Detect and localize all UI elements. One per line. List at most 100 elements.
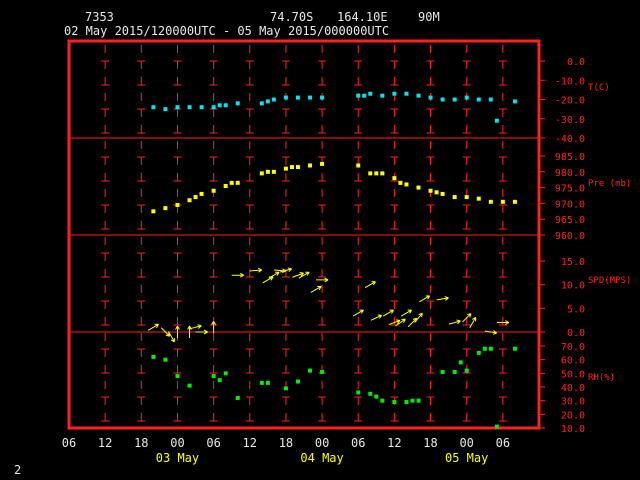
data-point	[458, 360, 463, 365]
data-point	[452, 369, 457, 374]
data-point	[163, 357, 168, 362]
wind-arrow	[370, 314, 383, 321]
data-point	[151, 105, 156, 110]
wind-arrow	[292, 272, 304, 278]
y-tick-label: 970.0	[555, 199, 585, 210]
station-id: 7353	[85, 10, 114, 24]
data-point	[488, 346, 493, 351]
station-lon: 164.10E	[337, 10, 388, 24]
y-tick-label: -30.0	[555, 115, 585, 126]
wind-arrow	[249, 267, 263, 273]
y-tick-label: 0.0	[567, 328, 585, 339]
data-point	[193, 195, 198, 200]
date-label: 05 May	[445, 451, 488, 465]
y-tick-label: 10.0	[561, 424, 585, 435]
wind-arrow	[310, 285, 322, 293]
wind-arrow	[189, 324, 202, 330]
data-point	[223, 103, 228, 108]
wind-arrow	[298, 271, 310, 279]
data-point	[392, 176, 397, 181]
data-point	[283, 386, 288, 391]
data-point	[434, 190, 439, 195]
data-point	[223, 371, 228, 376]
data-point	[151, 354, 156, 359]
data-point	[410, 398, 415, 403]
data-point	[320, 95, 325, 100]
y-tick-label: 60.0	[561, 356, 585, 367]
wind-arrow	[352, 309, 364, 317]
data-point	[476, 196, 481, 201]
wind-arrow	[231, 272, 244, 278]
x-tick-label: 18	[423, 436, 437, 450]
data-point	[217, 103, 222, 108]
x-tick-label: 00	[315, 436, 329, 450]
data-point	[199, 191, 204, 196]
panel-label: Pre (mb)	[588, 179, 631, 189]
data-point	[416, 398, 421, 403]
data-point	[289, 165, 294, 170]
x-tick-label: 06	[62, 436, 76, 450]
wind-arrow	[400, 309, 413, 317]
y-tick-label: 0.0	[567, 57, 585, 68]
data-point	[259, 171, 264, 176]
data-point	[235, 395, 240, 400]
wind-arrow	[469, 316, 477, 328]
wind-arrow	[160, 327, 171, 337]
data-point	[488, 199, 493, 204]
data-point	[211, 188, 216, 193]
data-point	[265, 380, 270, 385]
wind-arrow	[407, 317, 418, 328]
wind-arrow	[436, 296, 449, 301]
data-point	[464, 95, 469, 100]
data-point	[265, 99, 270, 104]
data-point	[295, 165, 300, 170]
data-point	[452, 97, 457, 102]
date-label: 03 May	[156, 451, 199, 465]
data-point	[308, 368, 313, 373]
wind-arrow	[175, 325, 180, 338]
data-point	[235, 180, 240, 185]
data-point	[512, 346, 517, 351]
wind-arrow	[364, 281, 376, 289]
data-point	[320, 369, 325, 374]
data-point	[362, 93, 367, 98]
x-tick-label: 18	[279, 436, 293, 450]
data-point	[271, 97, 276, 102]
data-point	[374, 394, 379, 399]
y-tick-label: 50.0	[561, 369, 585, 380]
page-number: 2	[14, 463, 22, 477]
data-point	[265, 169, 270, 174]
time-period: 02 May 2015/120000UTC - 05 May 2015/0000…	[64, 24, 390, 38]
data-point	[452, 195, 457, 200]
data-point	[320, 161, 325, 166]
data-point	[295, 379, 300, 384]
panel-label: SPD(MPS)	[588, 276, 631, 286]
data-point	[356, 163, 361, 168]
x-tick-label: 12	[387, 436, 401, 450]
data-point	[476, 97, 481, 102]
wind-arrow	[316, 277, 329, 283]
data-point	[175, 202, 180, 207]
data-point	[271, 169, 276, 174]
y-tick-label: 70.0	[561, 342, 585, 353]
data-point	[512, 199, 517, 204]
data-point	[494, 424, 499, 429]
y-tick-label: 960.0	[555, 231, 585, 242]
data-point	[368, 91, 373, 96]
wind-arrow	[484, 330, 498, 335]
data-point	[187, 198, 192, 203]
y-tick-label: 965.0	[555, 215, 585, 226]
x-tick-label: 06	[206, 436, 220, 450]
data-point	[199, 105, 204, 110]
station-lat: 74.70S	[270, 10, 314, 24]
data-point	[440, 191, 445, 196]
data-point	[211, 374, 216, 379]
data-point	[398, 180, 403, 185]
data-point	[428, 188, 433, 193]
station-elevation: 90M	[418, 10, 440, 24]
x-tick-label: 00	[170, 436, 184, 450]
wind-arrow	[268, 271, 280, 279]
data-point	[404, 182, 409, 187]
wind-arrow	[147, 323, 159, 331]
